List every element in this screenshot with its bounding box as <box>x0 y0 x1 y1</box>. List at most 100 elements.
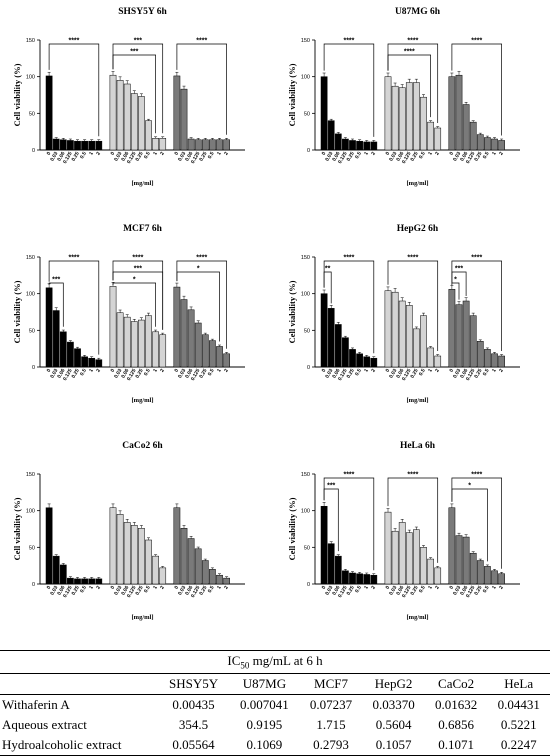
x-tick-label: 0.125 <box>126 151 138 165</box>
bar <box>130 525 138 585</box>
significance-bracket <box>323 477 375 571</box>
significance-label: ** <box>325 266 331 273</box>
significance-bracket <box>451 282 460 300</box>
y-tick-label: 150 <box>26 472 35 478</box>
caption-ic: IC <box>227 653 241 668</box>
header-mcf7: MCF7 <box>299 673 363 695</box>
bar <box>491 138 498 151</box>
bar <box>88 357 96 368</box>
x-tick-label: 2 <box>370 368 377 374</box>
x-tick-label: 0.5 <box>207 585 216 594</box>
x-tick-label: 2 <box>434 151 441 157</box>
bar <box>356 573 363 585</box>
x-axis-label: [mg/ml] <box>406 614 428 621</box>
bar <box>420 315 427 368</box>
y-tick-label: 150 <box>301 255 310 261</box>
bar <box>130 321 138 368</box>
header-hela: HeLa <box>487 673 550 695</box>
significance-label: **** <box>343 38 354 45</box>
bar <box>427 347 434 368</box>
bar <box>216 139 223 151</box>
x-tick-label: 2 <box>498 151 505 157</box>
x-tick-label: 0.125 <box>190 151 202 165</box>
x-tick-label: 0.5 <box>143 151 152 160</box>
y-tick-label: 150 <box>301 472 310 478</box>
significance-label: **** <box>343 472 354 479</box>
significance-bracket <box>176 43 227 135</box>
x-tick-label: 0.03 <box>177 585 187 597</box>
x-tick-label: 2 <box>498 368 505 374</box>
table-header-row: SHSY5Y U87MG MCF7 HepG2 CaCo2 HeLa <box>0 673 550 695</box>
x-tick-label: 0.06 <box>56 368 66 380</box>
chart-title: HeLa 6h <box>400 441 436 451</box>
x-tick-label: 0.5 <box>418 151 427 160</box>
bar <box>123 522 131 585</box>
bar <box>327 120 335 151</box>
bar <box>187 309 195 368</box>
bar <box>342 337 349 368</box>
x-tick-label: 0.06 <box>459 368 469 380</box>
bar <box>67 140 74 151</box>
significance-label: **** <box>68 38 79 45</box>
table-cell: 1.715 <box>316 716 346 732</box>
x-tick-label: 0.5 <box>79 585 88 594</box>
x-tick-label: 0.125 <box>126 368 138 382</box>
significance-label: **** <box>407 472 418 479</box>
x-tick-label: 0.25 <box>473 151 483 163</box>
x-tick-label: 0.25 <box>71 151 81 163</box>
x-tick-label: 0.03 <box>177 368 187 380</box>
x-axis-label: [mg/ml] <box>131 614 153 621</box>
y-tick-label: 50 <box>29 111 35 117</box>
x-tick-label: 2 <box>223 585 230 591</box>
x-tick-label: 0.06 <box>459 585 469 597</box>
x-tick-label: 0.125 <box>62 368 74 382</box>
bar <box>52 138 60 151</box>
table-cell: 0.03370 <box>372 696 415 712</box>
table-cell: 354.5 <box>178 716 209 732</box>
x-tick-label: 1 <box>363 368 370 374</box>
bar <box>116 312 124 368</box>
significance-label: **** <box>343 255 354 262</box>
y-axis-label: Cell viability (%) <box>12 497 22 560</box>
bar <box>320 76 328 151</box>
x-tick-label: 0.06 <box>459 151 469 163</box>
table-row: Withaferin A 0.00435 0.007041 0.07237 0.… <box>0 694 550 715</box>
x-tick-label: 1 <box>152 585 159 591</box>
bar <box>145 120 152 151</box>
significance-bracket <box>112 282 156 327</box>
significance-bracket <box>48 260 100 355</box>
header-u87mg: U87MG <box>229 673 300 695</box>
x-tick-label: 0.06 <box>331 585 341 597</box>
significance-label: **** <box>404 49 415 56</box>
x-tick-label: 0.06 <box>331 151 341 163</box>
x-tick-label: 2 <box>95 151 102 157</box>
bar <box>138 319 145 368</box>
x-tick-label: 0.25 <box>410 585 420 597</box>
bar <box>209 340 216 368</box>
bar <box>413 328 420 368</box>
bar <box>216 346 223 368</box>
x-tick-label: 0.5 <box>79 368 88 377</box>
chart-title: SHSY5Y 6h <box>118 7 167 17</box>
x-tick-label: 0 <box>110 151 117 157</box>
x-tick-label: 0.25 <box>135 585 145 597</box>
x-tick-label: 0.03 <box>49 368 59 380</box>
bar <box>370 357 378 368</box>
bar <box>363 356 371 368</box>
x-tick-label: 0.25 <box>135 151 145 163</box>
x-axis-label: [mg/ml] <box>131 397 153 404</box>
table-cell: 0.1057 <box>362 734 425 756</box>
significance-label: **** <box>196 255 207 262</box>
y-tick-label: 0 <box>32 582 35 588</box>
significance-label: *** <box>52 277 60 284</box>
x-tick-label: 0 <box>174 585 181 591</box>
significance-bracket <box>323 43 375 137</box>
bar <box>405 305 413 368</box>
y-tick-label: 100 <box>26 292 35 298</box>
bar <box>187 538 195 585</box>
chart-title: CaCo2 6h <box>122 441 163 451</box>
bar <box>327 543 335 585</box>
